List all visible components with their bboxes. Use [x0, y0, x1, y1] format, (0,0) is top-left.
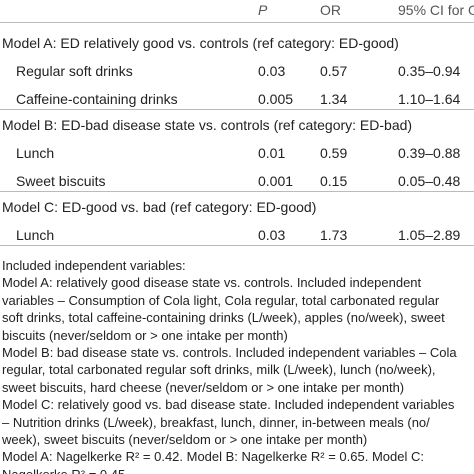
- cell: 0.59: [320, 145, 348, 161]
- row-label: Sweet biscuits: [16, 173, 106, 189]
- section-rule: [0, 245, 474, 246]
- cell: 0.03: [258, 227, 286, 243]
- footnote-line: Model B: bad disease state vs. controls.…: [2, 345, 457, 360]
- cell: 0.57: [320, 63, 348, 79]
- cell: 0.03: [258, 63, 286, 79]
- section-rule: [0, 191, 474, 192]
- header-rule: [0, 22, 474, 23]
- cell: 1.05–2.89: [398, 227, 461, 243]
- footnote-line: – Nutrition drinks (L/week), breakfast, …: [2, 414, 430, 430]
- row-label: Caffeine-containing drinks: [16, 91, 178, 107]
- footnote-line: regular, total carbonated regular soft d…: [2, 362, 436, 378]
- footnote-line: Model A: relatively good disease state v…: [2, 275, 422, 291]
- footnote-line: Nagelkerke R² = 0.45: [2, 467, 125, 474]
- footnote-line: soft drinks, total caffeine-containing d…: [2, 310, 445, 326]
- section-title: Model A: ED relatively good vs. controls…: [2, 35, 399, 51]
- cell: 0.005: [258, 91, 294, 107]
- footnote-line: biscuits (never/seldom or > one intake p…: [2, 327, 288, 343]
- cell: 0.15: [320, 173, 348, 189]
- row-label: Regular soft drinks: [16, 63, 133, 79]
- footnote-line: week), sweet biscuits (never/seldom or >…: [2, 432, 368, 447]
- cell: 0.01: [258, 145, 286, 161]
- cell: 0.001: [258, 173, 294, 189]
- row-label: Lunch: [16, 227, 55, 243]
- footnote-line: Model C: relatively good vs. bad disease…: [2, 397, 455, 413]
- cell: 0.35–0.94: [398, 63, 461, 79]
- column-header: 95% CI for OR: [398, 2, 474, 18]
- column-header: OR: [320, 2, 341, 18]
- section-rule: [0, 109, 474, 110]
- cell: 1.34: [320, 91, 348, 107]
- footnote-line: Included independent variables:: [2, 258, 186, 273]
- section-title: Model B: ED-bad disease state vs. contro…: [2, 117, 413, 133]
- footnote-line: variables – Consumption of Cola light, C…: [2, 292, 440, 308]
- cell: 1.73: [320, 227, 348, 243]
- column-header: P: [258, 2, 268, 18]
- row-label: Lunch: [16, 145, 55, 161]
- cell: 0.05–0.48: [398, 173, 461, 189]
- section-title: Model C: ED-good vs. bad (ref category: …: [2, 199, 317, 215]
- cell: 0.39–0.88: [398, 145, 461, 161]
- footnote-line: sweet biscuits, hard cheese (never/seldo…: [2, 379, 405, 395]
- footnote-line: Model A: Nagelkerke R² = 0.42. Model B: …: [2, 449, 424, 465]
- cell: 1.10–1.64: [398, 91, 461, 107]
